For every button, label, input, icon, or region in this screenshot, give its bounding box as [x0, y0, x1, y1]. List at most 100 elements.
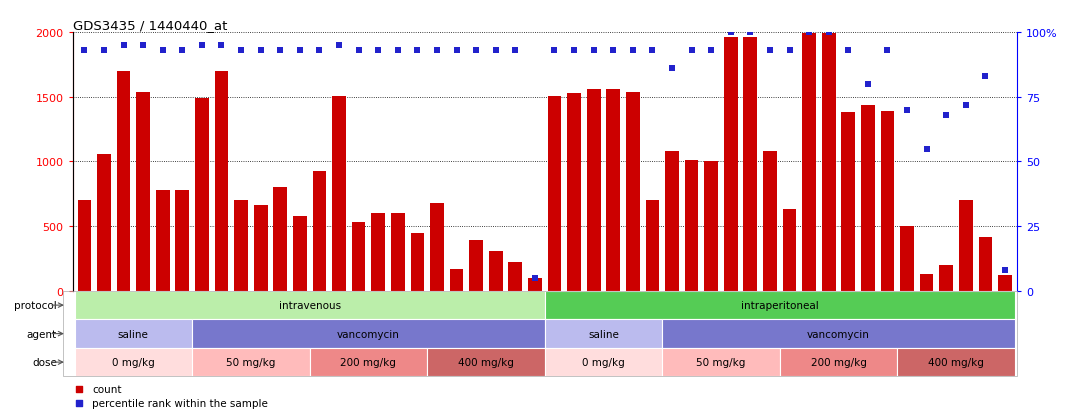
Bar: [645, 201, 659, 291]
Text: 200 mg/kg: 200 mg/kg: [811, 357, 866, 367]
Point: [213, 43, 230, 49]
Bar: [607, 90, 621, 291]
Bar: [842, 113, 855, 291]
Bar: [156, 190, 170, 291]
Bar: [234, 201, 248, 291]
Text: saline: saline: [588, 329, 618, 339]
Point: [546, 48, 563, 55]
Bar: [662, 348, 780, 377]
Bar: [802, 34, 816, 291]
Bar: [861, 105, 875, 291]
Bar: [780, 348, 897, 377]
Text: 50 mg/kg: 50 mg/kg: [226, 357, 276, 367]
Point: [663, 66, 680, 73]
Bar: [430, 204, 444, 291]
Bar: [763, 152, 776, 291]
Bar: [704, 162, 718, 291]
Bar: [920, 274, 933, 291]
Text: vancomycin: vancomycin: [807, 329, 870, 339]
Point: [996, 267, 1014, 274]
Text: saline: saline: [117, 329, 148, 339]
Point: [271, 48, 288, 55]
Bar: [273, 188, 287, 291]
Text: intravenous: intravenous: [279, 300, 341, 310]
Bar: [97, 154, 111, 291]
Point: [95, 48, 112, 55]
Bar: [351, 223, 365, 291]
Bar: [586, 90, 600, 291]
Text: percentile rank within the sample: percentile rank within the sample: [92, 398, 268, 408]
Text: protocol: protocol: [14, 300, 57, 310]
Point: [722, 30, 739, 36]
Point: [860, 81, 877, 88]
Point: [174, 48, 191, 55]
Bar: [999, 276, 1011, 291]
Bar: [195, 99, 208, 291]
Text: vancomycin: vancomycin: [337, 329, 399, 339]
Point: [839, 48, 857, 55]
Bar: [489, 251, 503, 291]
Point: [898, 107, 915, 114]
Point: [585, 48, 602, 55]
Point: [742, 30, 759, 36]
Bar: [254, 206, 267, 291]
Point: [977, 74, 994, 80]
Bar: [391, 214, 405, 291]
Point: [604, 48, 622, 55]
Bar: [63, 291, 1017, 377]
Bar: [545, 291, 1015, 320]
Point: [70, 399, 88, 406]
Point: [428, 48, 445, 55]
Point: [292, 48, 309, 55]
Point: [801, 30, 818, 36]
Bar: [665, 152, 679, 291]
Bar: [332, 96, 346, 291]
Bar: [685, 161, 698, 291]
Point: [447, 48, 465, 55]
Bar: [78, 201, 91, 291]
Bar: [881, 112, 894, 291]
Bar: [310, 348, 427, 377]
Bar: [567, 94, 581, 291]
Bar: [978, 237, 992, 291]
Point: [918, 146, 936, 152]
Bar: [192, 348, 310, 377]
Bar: [548, 96, 562, 291]
Text: 50 mg/kg: 50 mg/kg: [696, 357, 745, 367]
Point: [330, 43, 347, 49]
Bar: [469, 241, 483, 291]
Text: GDS3435 / 1440440_at: GDS3435 / 1440440_at: [73, 19, 227, 32]
Point: [389, 48, 406, 55]
Point: [233, 48, 250, 55]
Text: 400 mg/kg: 400 mg/kg: [928, 357, 984, 367]
Text: count: count: [92, 384, 122, 394]
Point: [684, 48, 701, 55]
Point: [370, 48, 387, 55]
Point: [527, 275, 544, 282]
Bar: [545, 348, 662, 377]
Bar: [75, 320, 192, 348]
Text: 200 mg/kg: 200 mg/kg: [341, 357, 396, 367]
Bar: [545, 320, 662, 348]
Point: [703, 48, 720, 55]
Point: [625, 48, 642, 55]
Point: [761, 48, 779, 55]
Point: [644, 48, 661, 55]
Bar: [427, 348, 545, 377]
Point: [566, 48, 583, 55]
Bar: [900, 227, 914, 291]
Point: [820, 30, 837, 36]
Bar: [528, 278, 541, 291]
Text: 0 mg/kg: 0 mg/kg: [582, 357, 625, 367]
Point: [468, 48, 485, 55]
Text: 400 mg/kg: 400 mg/kg: [458, 357, 514, 367]
Point: [781, 48, 798, 55]
Bar: [783, 210, 797, 291]
Point: [311, 48, 328, 55]
Bar: [662, 320, 1015, 348]
Bar: [743, 38, 757, 291]
Text: dose: dose: [32, 357, 57, 367]
Bar: [508, 263, 522, 291]
Point: [193, 43, 210, 49]
Point: [76, 48, 93, 55]
